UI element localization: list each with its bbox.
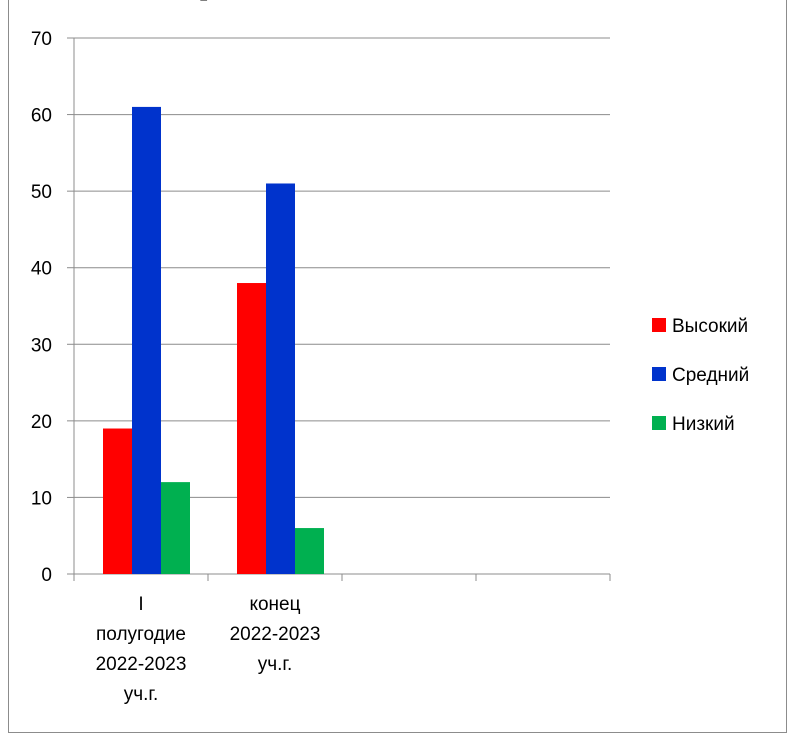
x-tick-label-1-1: 2022-2023 xyxy=(230,624,321,645)
x-tick-label-1-0: конец xyxy=(249,594,300,615)
x-tick-label-0-3: уч.г. xyxy=(124,684,159,705)
bar-Низкий-0 xyxy=(161,482,190,574)
legend-label-Высокий: Высокий xyxy=(672,316,748,337)
bar-Низкий-1 xyxy=(295,528,324,574)
legend-label-Низкий: Низкий xyxy=(672,414,735,435)
legend: Высокий Средний Низкий xyxy=(652,316,749,435)
bar-Средний-1 xyxy=(266,183,295,574)
bar-Высокий-1 xyxy=(237,283,266,574)
x-tick-label-0-1: полугодие xyxy=(96,624,186,645)
legend-swatch-Высокий xyxy=(652,318,666,332)
bars xyxy=(103,106,324,575)
chart-title-fragment: р xyxy=(200,0,320,12)
x-tick-label-0-0: I xyxy=(138,594,143,615)
y-tick-label-60: 60 xyxy=(31,106,52,127)
chart-frame xyxy=(8,0,787,733)
y-tick-label-50: 50 xyxy=(31,182,52,203)
x-tick-label-1-2: уч.г. xyxy=(258,654,293,675)
y-tick-label-40: 40 xyxy=(31,259,52,280)
legend-swatch-Средний xyxy=(652,367,666,381)
gridlines xyxy=(74,37,610,498)
x-tick-label-0-2: 2022-2023 xyxy=(96,654,187,675)
bar-Высокий-0 xyxy=(103,428,132,574)
y-tick-label-70: 70 xyxy=(31,29,52,50)
y-tick-label-0: 0 xyxy=(41,565,52,586)
y-tick-label-20: 20 xyxy=(31,412,52,433)
y-tick-label-30: 30 xyxy=(31,335,52,356)
bar-Средний-0 xyxy=(132,106,161,575)
legend-label-Средний: Средний xyxy=(672,365,749,386)
y-tick-label-10: 10 xyxy=(31,488,52,509)
legend-swatch-Низкий xyxy=(652,416,666,430)
